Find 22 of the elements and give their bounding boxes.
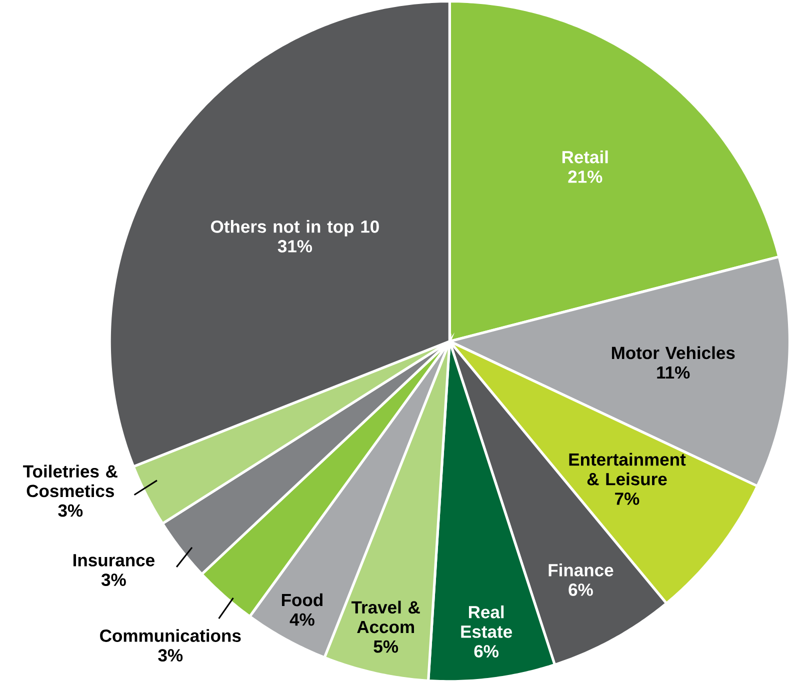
- data-label: 31%: [278, 240, 312, 253]
- data-label: 11%: [657, 366, 690, 379]
- slice-label: Food: [282, 594, 322, 606]
- data-label: 3%: [101, 574, 126, 586]
- slice-label: Finance: [548, 564, 614, 577]
- slice-label: Insurance: [73, 554, 154, 567]
- data-label: 6%: [474, 645, 499, 658]
- data-label: 3%: [58, 504, 83, 517]
- slice-label: Toiletries & Cosmetics: [23, 464, 118, 498]
- data-label: 5%: [374, 640, 398, 653]
- data-label: 21%: [568, 170, 602, 184]
- slice-label: Entertainment & Leisure: [569, 453, 686, 486]
- data-label: 6%: [568, 584, 593, 596]
- slice-label: Retail: [562, 150, 608, 164]
- slice-label: Others not in top 10: [211, 220, 379, 236]
- slice-label: Real Estate: [461, 606, 512, 638]
- slice-label: Communications: [100, 629, 241, 642]
- slice-label: Motor Vehicles: [612, 346, 735, 360]
- data-label: 7%: [615, 492, 640, 506]
- data-label: 4%: [290, 614, 314, 626]
- data-label: 3%: [158, 649, 183, 662]
- slice-label: Travel & Accom: [351, 600, 420, 634]
